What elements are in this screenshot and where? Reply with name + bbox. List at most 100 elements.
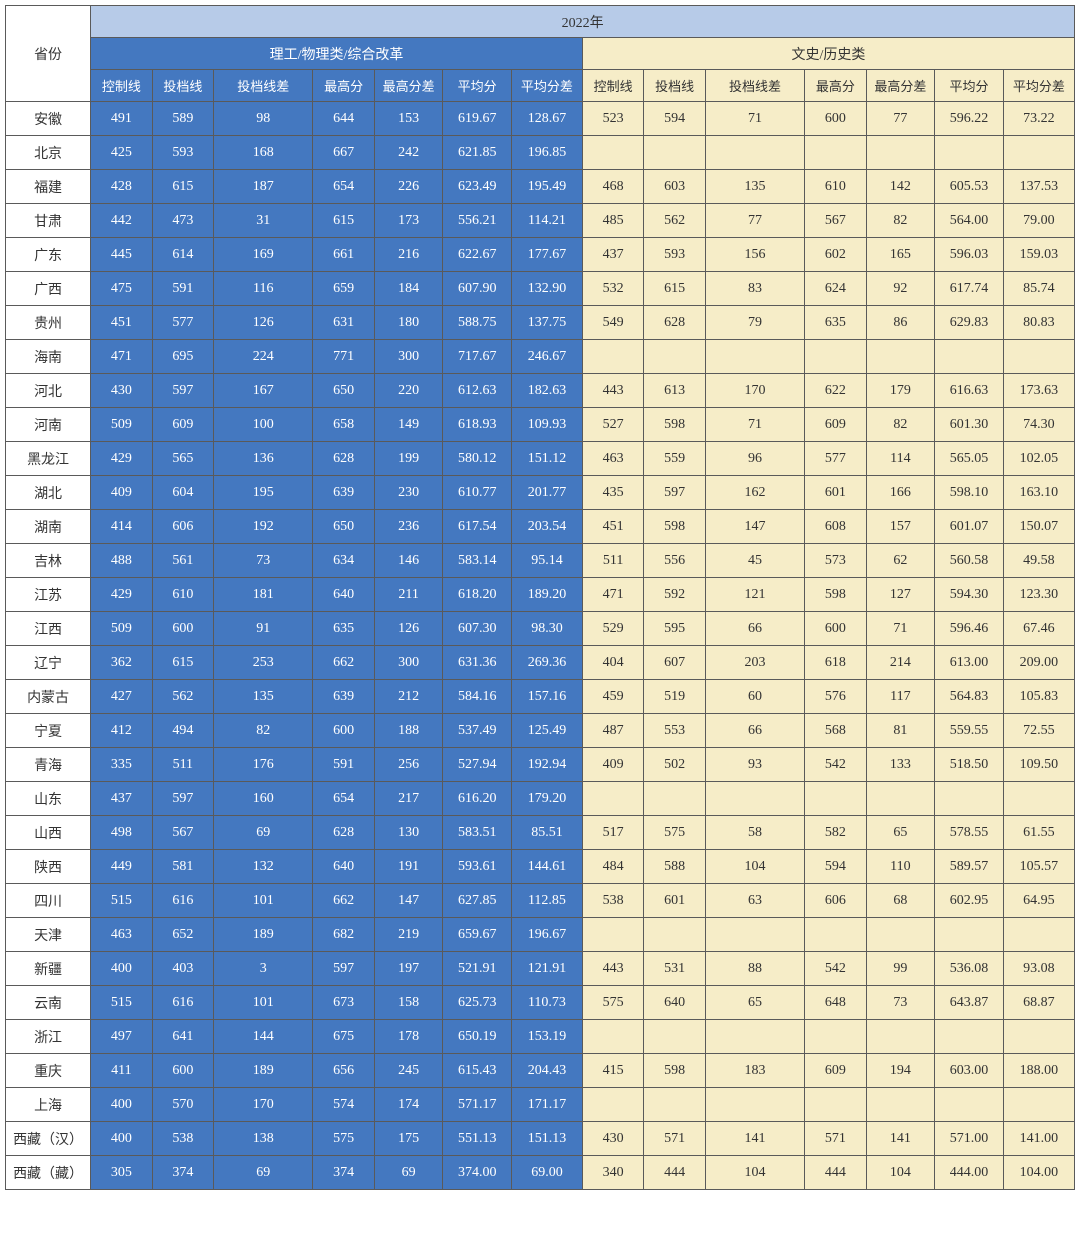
liberal-cell: 485 (582, 204, 643, 238)
liberal-cell (805, 136, 866, 170)
science-sub-header-1: 投档线 (152, 70, 213, 102)
science-cell: 567 (152, 816, 213, 850)
science-cell: 521.91 (443, 952, 512, 986)
science-cell: 126 (374, 612, 443, 646)
liberal-cell: 575 (644, 816, 705, 850)
science-cell: 717.67 (443, 340, 512, 374)
science-cell: 618.93 (443, 408, 512, 442)
liberal-cell: 85.74 (1003, 272, 1074, 306)
science-cell: 400 (91, 1088, 152, 1122)
liberal-cell (935, 1020, 1004, 1054)
liberal-cell: 602 (805, 238, 866, 272)
liberal-cell: 575 (582, 986, 643, 1020)
science-cell: 374.00 (443, 1156, 512, 1190)
science-cell: 181 (214, 578, 313, 612)
science-cell: 650 (313, 374, 374, 408)
liberal-cell (582, 1088, 643, 1122)
province-cell: 山西 (6, 816, 91, 850)
liberal-cell: 468 (582, 170, 643, 204)
science-cell: 158 (374, 986, 443, 1020)
science-cell: 597 (152, 782, 213, 816)
liberal-cell: 484 (582, 850, 643, 884)
table-row: 西藏（藏）3053746937469374.0069.0034044410444… (6, 1156, 1075, 1190)
science-cell: 654 (313, 782, 374, 816)
science-cell: 98 (214, 102, 313, 136)
science-cell: 771 (313, 340, 374, 374)
science-cell: 538 (152, 1122, 213, 1156)
liberal-cell (644, 136, 705, 170)
liberal-cell: 104 (705, 1156, 804, 1190)
science-cell: 471 (91, 340, 152, 374)
science-cell: 618.20 (443, 578, 512, 612)
liberal-cell: 68 (866, 884, 935, 918)
science-cell: 527.94 (443, 748, 512, 782)
science-cell: 167 (214, 374, 313, 408)
liberal-cell: 96 (705, 442, 804, 476)
liberal-cell: 609 (805, 1054, 866, 1088)
table-row: 天津463652189682219659.67196.67 (6, 918, 1075, 952)
science-cell: 216 (374, 238, 443, 272)
science-cell: 196.67 (511, 918, 582, 952)
liberal-cell: 624 (805, 272, 866, 306)
science-cell: 498 (91, 816, 152, 850)
science-cell: 3 (214, 952, 313, 986)
science-cell: 220 (374, 374, 443, 408)
liberal-cell: 102.05 (1003, 442, 1074, 476)
science-cell: 631 (313, 306, 374, 340)
liberal-cell: 643.87 (935, 986, 1004, 1020)
science-cell: 612.63 (443, 374, 512, 408)
science-cell: 189 (214, 918, 313, 952)
province-cell: 广东 (6, 238, 91, 272)
science-cell: 659.67 (443, 918, 512, 952)
liberal-cell: 609 (805, 408, 866, 442)
liberal-cell: 578.55 (935, 816, 1004, 850)
science-cell: 551.13 (443, 1122, 512, 1156)
liberal-cell: 601.07 (935, 510, 1004, 544)
science-cell: 226 (374, 170, 443, 204)
province-cell: 甘肃 (6, 204, 91, 238)
table-row: 青海335511176591256527.94192.9440950293542… (6, 748, 1075, 782)
liberal-cell: 628 (644, 306, 705, 340)
science-cell: 449 (91, 850, 152, 884)
science-cell: 650 (313, 510, 374, 544)
science-cell: 621.85 (443, 136, 512, 170)
liberal-sub-header-4: 最高分差 (866, 70, 935, 102)
science-cell: 607.30 (443, 612, 512, 646)
liberal-cell: 73 (866, 986, 935, 1020)
liberal-cell: 71 (866, 612, 935, 646)
liberal-cell: 573 (805, 544, 866, 578)
science-cell: 583.51 (443, 816, 512, 850)
liberal-sub-header-0: 控制线 (582, 70, 643, 102)
liberal-cell (644, 918, 705, 952)
province-cell: 北京 (6, 136, 91, 170)
table-row: 甘肃44247331615173556.21114.21485562775678… (6, 204, 1075, 238)
science-cell: 591 (313, 748, 374, 782)
science-cell: 256 (374, 748, 443, 782)
liberal-cell: 618 (805, 646, 866, 680)
science-cell: 650.19 (443, 1020, 512, 1054)
province-cell: 云南 (6, 986, 91, 1020)
science-cell: 245 (374, 1054, 443, 1088)
science-cell: 429 (91, 578, 152, 612)
liberal-cell: 430 (582, 1122, 643, 1156)
liberal-cell: 613 (644, 374, 705, 408)
table-row: 浙江497641144675178650.19153.19 (6, 1020, 1075, 1054)
science-cell: 641 (152, 1020, 213, 1054)
liberal-cell (866, 1088, 935, 1122)
liberal-cell: 82 (866, 204, 935, 238)
liberal-cell (705, 136, 804, 170)
liberal-cell: 63 (705, 884, 804, 918)
liberal-cell: 594 (644, 102, 705, 136)
liberal-cell: 147 (705, 510, 804, 544)
table-row: 北京425593168667242621.85196.85 (6, 136, 1075, 170)
liberal-cell: 531 (644, 952, 705, 986)
liberal-cell (582, 340, 643, 374)
science-cell: 73 (214, 544, 313, 578)
liberal-cell (644, 782, 705, 816)
science-cell: 176 (214, 748, 313, 782)
liberal-cell: 593 (644, 238, 705, 272)
science-cell: 597 (313, 952, 374, 986)
science-cell: 662 (313, 884, 374, 918)
science-cell: 615 (152, 170, 213, 204)
science-cell: 639 (313, 680, 374, 714)
